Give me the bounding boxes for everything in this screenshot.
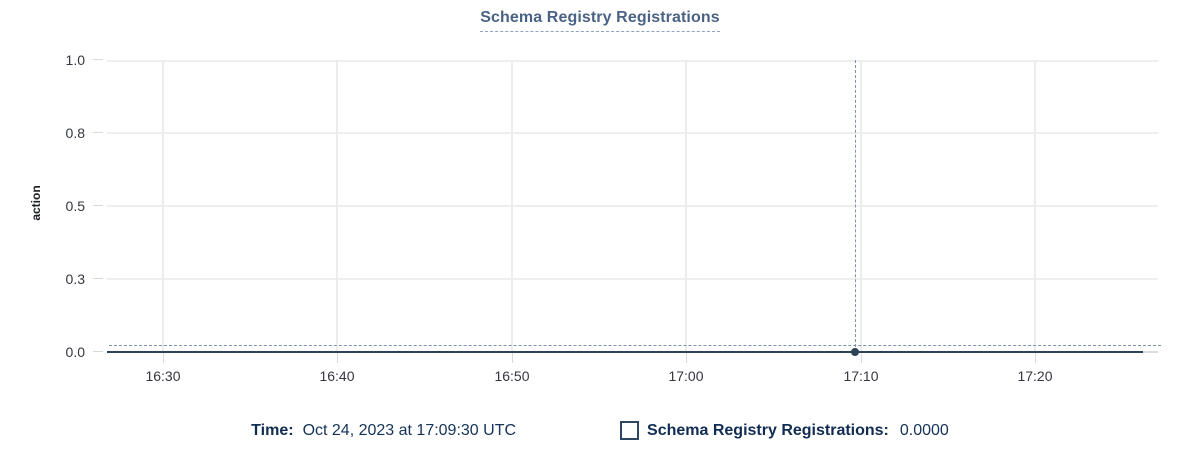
y-tick-label: 0.5: [65, 198, 85, 214]
x-tick-label: 17:10: [843, 368, 879, 384]
y-tick-mark: [93, 132, 103, 133]
x-tick-label: 16:30: [145, 368, 181, 384]
y-tick-mark: [93, 59, 103, 60]
gridline-vertical: [511, 60, 513, 352]
gridline-vertical: [1034, 60, 1036, 352]
y-tick-label: 0.8: [65, 125, 85, 141]
x-tick-label: 17:20: [1017, 368, 1053, 384]
time-value: Oct 24, 2023 at 17:09:30 UTC: [302, 421, 517, 439]
x-tick-mark: [1035, 352, 1036, 363]
x-tick-mark: [686, 352, 687, 363]
gridline-vertical: [162, 60, 164, 352]
hovered-data-point[interactable]: [851, 348, 859, 356]
gridline-vertical: [860, 60, 862, 352]
chart-title-row: Schema Registry Registrations: [0, 9, 1200, 32]
crosshair-vertical-line: [855, 60, 856, 352]
x-tick-label: 17:00: [668, 368, 704, 384]
chart-title[interactable]: Schema Registry Registrations: [480, 9, 720, 32]
gridline-vertical: [336, 60, 338, 352]
series-checkbox[interactable]: [620, 421, 640, 440]
gridline-horizontal: [107, 278, 1158, 280]
x-tick-mark: [163, 352, 164, 363]
plot-area[interactable]: [107, 60, 1161, 363]
y-tick-label: 1.0: [65, 52, 85, 68]
series-line-partial-bucket: [1143, 351, 1158, 353]
y-tick-mark: [93, 205, 103, 206]
x-tick-label: 16:50: [494, 368, 530, 384]
series-line: [107, 351, 1143, 353]
crosshair-horizontal-line: [109, 345, 1161, 346]
x-tick-label: 16:40: [319, 368, 355, 384]
series-label: Schema Registry Registrations:: [647, 421, 889, 439]
hover-legend: Time: Oct 24, 2023 at 17:09:30 UTC Schem…: [0, 421, 1200, 440]
gridline-horizontal: [107, 132, 1158, 134]
y-tick-mark: [93, 351, 103, 352]
x-tick-mark: [512, 352, 513, 363]
y-tick-label: 0.3: [65, 271, 85, 287]
gridline-horizontal: [107, 205, 1158, 207]
y-tick-label: 0.0: [65, 344, 85, 360]
gridline-vertical: [685, 60, 687, 352]
time-label: Time:: [251, 421, 294, 439]
y-tick-mark: [93, 278, 103, 279]
series-value: 0.0000: [899, 421, 949, 439]
x-tick-mark: [861, 352, 862, 363]
gridline-horizontal: [107, 60, 1158, 62]
x-tick-mark: [337, 352, 338, 363]
